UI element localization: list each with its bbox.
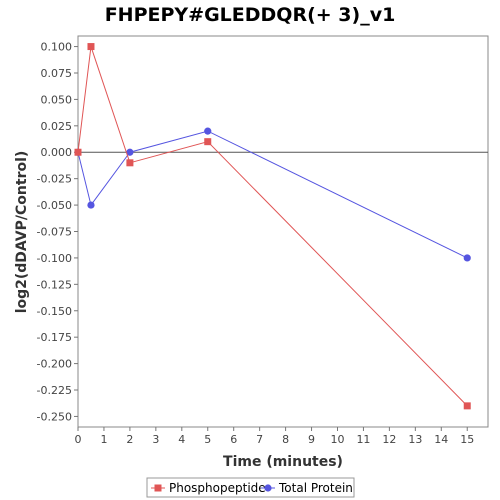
data-point (87, 43, 95, 51)
y-tick-label: -0.250 (37, 410, 72, 423)
y-tick-label: -0.075 (37, 226, 72, 239)
y-axis-label: log2(dDAVP/Control) (14, 151, 30, 314)
y-tick-label: -0.150 (37, 305, 72, 318)
y-tick-label: 0.000 (41, 146, 73, 159)
y-tick-label: -0.225 (37, 384, 72, 397)
y-tick-label: -0.025 (37, 173, 72, 186)
data-point (74, 148, 82, 156)
x-tick-label: 10 (330, 433, 344, 446)
data-point (87, 201, 95, 209)
x-tick-label: 6 (230, 433, 237, 446)
legend-label: Total Protein (278, 481, 353, 495)
data-point (204, 138, 212, 146)
legend: Phosphopeptide Total Protein (146, 477, 355, 498)
y-tick-label: -0.100 (37, 252, 72, 265)
data-point (126, 159, 134, 167)
y-tick-label: -0.125 (37, 278, 72, 291)
chart-title: FHPEPY#GLEDDQR(+ 3)_v1 (105, 4, 396, 26)
legend-marker (264, 484, 272, 492)
x-tick-label: 8 (282, 433, 289, 446)
x-tick-label: 2 (126, 433, 133, 446)
legend-label: Phosphopeptide (169, 481, 266, 495)
x-axis: 0 1 2 3 4 5 6 7 8 9 10 11 12 13 14 15 (75, 427, 474, 446)
x-tick-label: 12 (382, 433, 396, 446)
y-axis: 0.100 0.075 0.050 0.025 0.000 -0.025 -0.050 -0.… (37, 41, 78, 423)
x-tick-label: 9 (308, 433, 315, 446)
x-tick-label: 4 (178, 433, 185, 446)
x-tick-label: 1 (100, 433, 107, 446)
x-tick-label: 3 (152, 433, 159, 446)
legend-box (146, 477, 355, 498)
x-tick-label: 5 (204, 433, 211, 446)
x-axis-label: Time (minutes) (223, 454, 343, 470)
x-tick-label: 0 (75, 433, 82, 446)
y-tick-label: -0.050 (37, 199, 72, 212)
data-point (126, 148, 134, 156)
y-tick-label: -0.175 (37, 331, 72, 344)
legend-marker (154, 484, 162, 492)
series-group (74, 43, 471, 410)
x-tick-label: 13 (408, 433, 422, 446)
y-tick-label: 0.050 (41, 93, 73, 106)
x-tick-label: 11 (356, 433, 370, 446)
data-point (204, 127, 212, 135)
y-tick-label: 0.075 (41, 67, 73, 80)
plot-area (77, 35, 489, 428)
y-tick-label: 0.025 (41, 120, 73, 133)
x-tick-label: 14 (434, 433, 448, 446)
y-tick-label: 0.100 (41, 41, 73, 54)
x-tick-label: 7 (256, 433, 263, 446)
data-point (463, 254, 471, 262)
x-tick-label: 15 (460, 433, 474, 446)
data-point (463, 402, 471, 410)
y-tick-label: -0.200 (37, 358, 72, 371)
